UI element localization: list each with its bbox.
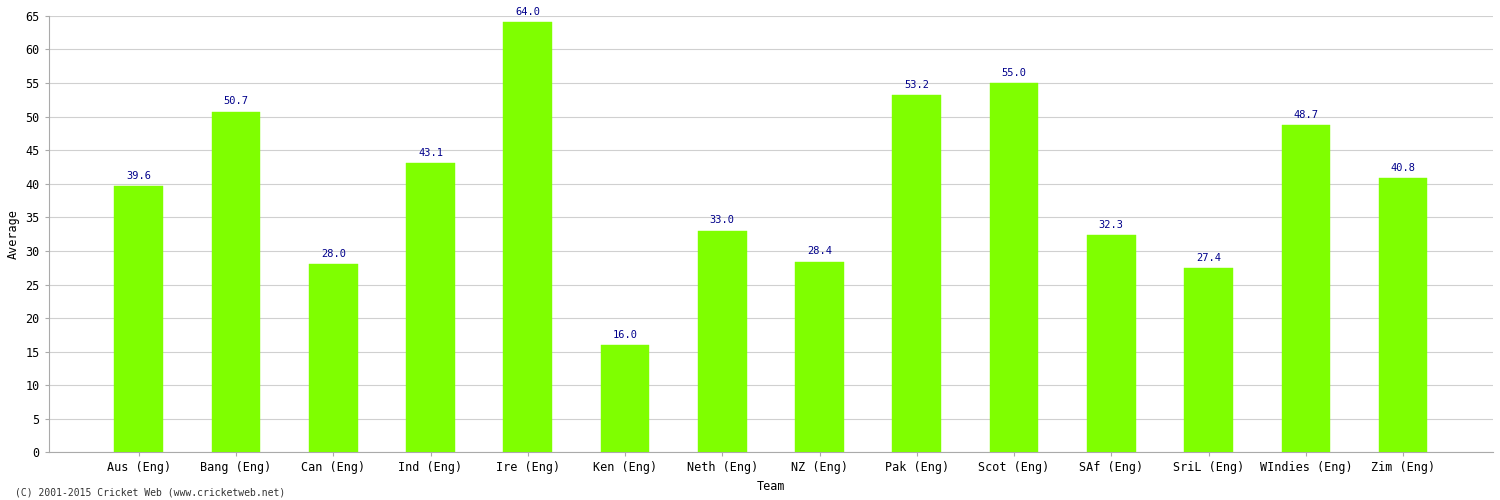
Bar [1185,268,1233,452]
Text: 28.0: 28.0 [321,249,346,259]
Bar [600,345,650,453]
X-axis label: Team: Team [756,480,784,493]
Text: 40.8: 40.8 [1390,163,1416,173]
Text: 39.6: 39.6 [126,171,152,181]
Text: 32.3: 32.3 [1100,220,1124,230]
Y-axis label: Average: Average [8,209,20,259]
Text: 28.4: 28.4 [807,246,832,256]
Text: 64.0: 64.0 [516,7,540,17]
Text: 33.0: 33.0 [710,216,735,226]
Text: 50.7: 50.7 [224,96,249,106]
Bar [1088,236,1136,452]
Bar [892,95,940,453]
Bar [309,264,357,452]
Text: 43.1: 43.1 [419,148,442,158]
Text: 55.0: 55.0 [1002,68,1026,78]
Bar [406,163,454,452]
Bar [1281,126,1330,452]
Text: 53.2: 53.2 [904,80,930,90]
Bar [211,112,261,452]
Text: 27.4: 27.4 [1196,253,1221,263]
Text: (C) 2001-2015 Cricket Web (www.cricketweb.net): (C) 2001-2015 Cricket Web (www.cricketwe… [15,488,285,498]
Bar [1378,178,1428,452]
Text: 16.0: 16.0 [612,330,638,340]
Bar [795,262,844,452]
Bar [114,186,164,452]
Text: 48.7: 48.7 [1293,110,1318,120]
Bar [698,231,747,452]
Bar [990,83,1038,452]
Bar [504,22,552,452]
